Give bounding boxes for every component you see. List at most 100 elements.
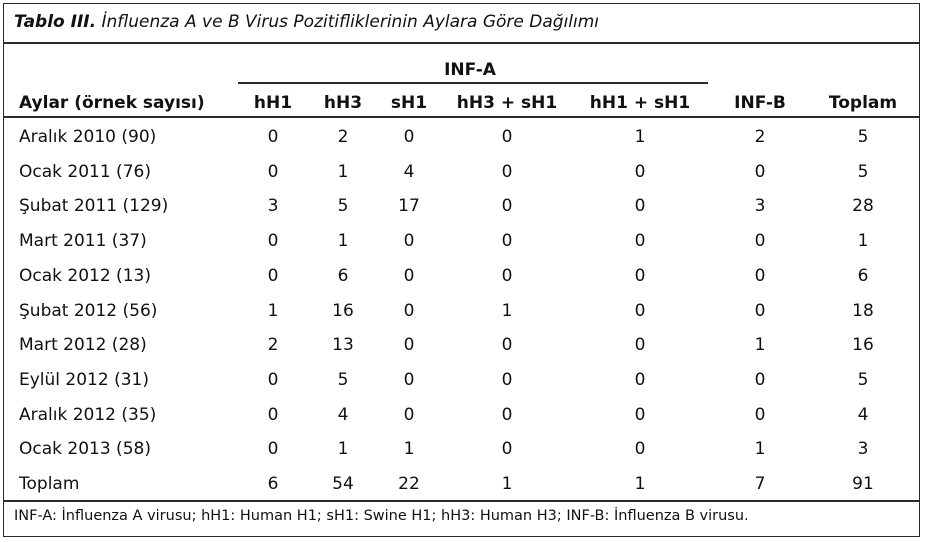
table-cell: 6: [857, 265, 869, 286]
table-cell: 0: [754, 300, 766, 321]
column-header-1: hH1: [253, 93, 293, 113]
rule-above-footnote: [3, 500, 920, 502]
row-label: Aralık 2012 (35): [19, 404, 157, 425]
table-cell: 0: [267, 161, 279, 182]
table-cell: 16: [852, 335, 874, 356]
column-header-2: hH3: [323, 93, 363, 113]
table-cell: 0: [754, 404, 766, 425]
table-cell: 0: [634, 265, 646, 286]
table-cell: 1: [403, 439, 415, 460]
table-cell: 5: [857, 161, 869, 182]
table-cell: 0: [501, 404, 513, 425]
table-cell: 0: [634, 439, 646, 460]
table-cell: 0: [267, 231, 279, 252]
table-cell: 0: [754, 231, 766, 252]
table-cell: 6: [267, 474, 279, 494]
table-cell: 0: [634, 196, 646, 217]
table-cell: 0: [403, 300, 415, 321]
table-cell: 3: [754, 196, 766, 217]
table-cell: 0: [501, 196, 513, 217]
table-cell: 0: [267, 127, 279, 147]
column-header-5: hH1 + sH1: [589, 93, 691, 113]
table-caption: Tablo III. İnfluenza A ve B Virus Poziti…: [14, 12, 599, 32]
table-cell: 91: [852, 474, 874, 494]
table-cell: 1: [634, 127, 646, 147]
table-footnote: INF-A: İnfluenza A virusu; hH1: Human H1…: [14, 508, 749, 524]
table-cell: 5: [857, 369, 869, 390]
table-cell: 0: [403, 127, 415, 147]
table-cell: 22: [398, 474, 420, 494]
column-header-3: sH1: [390, 93, 428, 113]
table-cell: 7: [754, 474, 766, 494]
row-label: Şubat 2012 (56): [19, 300, 158, 321]
row-label: Mart 2012 (28): [19, 335, 147, 356]
table-cell: 1: [267, 300, 279, 321]
row-label: Eylül 2012 (31): [19, 369, 149, 390]
table-cell: 16: [332, 300, 354, 321]
row-label: Ocak 2012 (13): [19, 265, 151, 286]
table-cell: 4: [403, 161, 415, 182]
table-cell: 6: [337, 265, 349, 286]
table-cell: 13: [332, 335, 354, 356]
table-cell: 0: [403, 265, 415, 286]
table-cell: 0: [634, 404, 646, 425]
caption-title: İnfluenza A ve B Virus Pozitifliklerinin…: [101, 12, 600, 32]
table-cell: 1: [754, 335, 766, 356]
table-cell: 0: [403, 404, 415, 425]
table-frame: [3, 3, 920, 537]
table-cell: 17: [398, 196, 420, 217]
table-cell: 3: [857, 439, 869, 460]
table-cell: 54: [332, 474, 354, 494]
table-cell: 2: [754, 127, 766, 147]
table-cell: 2: [267, 335, 279, 356]
table-cell: 0: [501, 439, 513, 460]
table-cell: 0: [501, 369, 513, 390]
table-cell: 0: [501, 335, 513, 356]
table-cell: 0: [267, 265, 279, 286]
table-cell: 1: [754, 439, 766, 460]
table-cell: 1: [501, 474, 513, 494]
table-cell: 0: [754, 369, 766, 390]
column-header-7: Toplam: [828, 93, 898, 113]
table-cell: 5: [337, 369, 349, 390]
row-label: Toplam: [19, 474, 80, 494]
table-cell: 1: [501, 300, 513, 321]
table-cell: 0: [501, 161, 513, 182]
table-cell: 0: [267, 369, 279, 390]
table-cell: 0: [634, 231, 646, 252]
table-cell: 18: [852, 300, 874, 321]
table-cell: 0: [634, 161, 646, 182]
column-header-6: INF-B: [734, 93, 786, 113]
column-header-4: hH3 + sH1: [456, 93, 558, 113]
table-cell: 0: [634, 300, 646, 321]
row-label: Mart 2011 (37): [19, 231, 147, 252]
table-cell: 5: [337, 196, 349, 217]
table-cell: 0: [501, 127, 513, 147]
table-cell: 0: [501, 265, 513, 286]
table-cell: 0: [754, 161, 766, 182]
table-cell: 4: [857, 404, 869, 425]
table-cell: 28: [852, 196, 874, 217]
table-cell: 1: [337, 161, 349, 182]
row-label: Şubat 2011 (129): [19, 196, 169, 217]
rule-under-column-headers: [3, 116, 920, 118]
table-cell: 1: [857, 231, 869, 252]
table-cell: 0: [403, 335, 415, 356]
row-label: Aralık 2010 (90): [19, 127, 157, 147]
table-cell: 0: [267, 404, 279, 425]
group-header-inf-a: INF-A: [444, 60, 496, 80]
table-cell: 0: [403, 231, 415, 252]
row-label: Ocak 2013 (58): [19, 439, 151, 460]
table-cell: 1: [634, 474, 646, 494]
table-cell: 0: [267, 439, 279, 460]
table-cell: 0: [403, 369, 415, 390]
rule-under-caption: [3, 42, 920, 44]
column-header-0: Aylar (örnek sayısı): [19, 93, 205, 113]
caption-lead: Tablo III.: [14, 12, 97, 32]
row-label: Ocak 2011 (76): [19, 161, 151, 182]
table-cell: 0: [501, 231, 513, 252]
table-cell: 3: [267, 196, 279, 217]
table-cell: 0: [754, 265, 766, 286]
table-cell: 0: [634, 335, 646, 356]
table-cell: 1: [337, 231, 349, 252]
